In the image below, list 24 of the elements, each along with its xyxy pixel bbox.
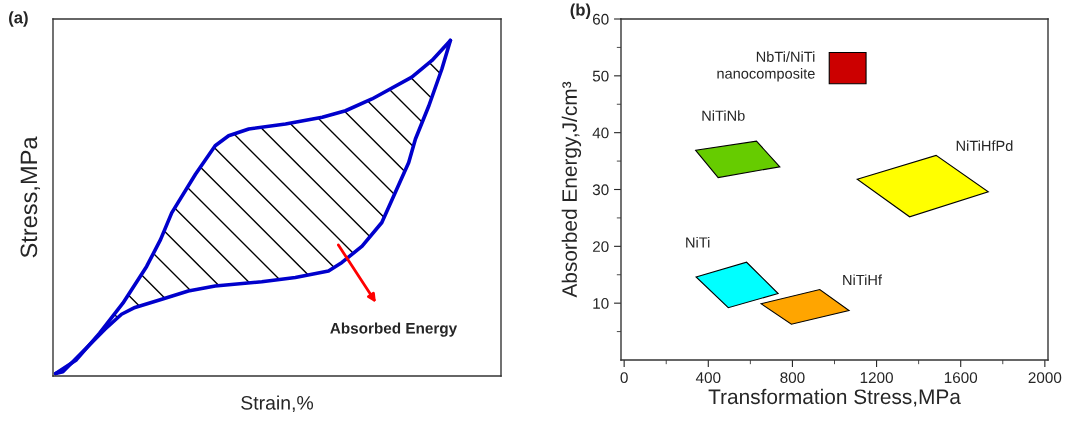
x-tick-label: 1200 — [860, 372, 893, 384]
x-tick-label: 1600 — [944, 372, 978, 384]
chart-title: (b) — [570, 3, 591, 19]
y-tick-label: 50 — [592, 70, 609, 82]
text: Absorbed Energy — [330, 322, 458, 337]
x-tick-label: 800 — [780, 372, 805, 384]
y-tick-label: 60 — [592, 13, 609, 25]
text: Strain,% — [241, 395, 314, 413]
y-tick-label: 10 — [593, 298, 609, 309]
x-tick-label: 2000 — [1028, 372, 1062, 384]
x-axis-title: Transformation Stress,MPa — [708, 388, 961, 407]
series-label: NbTi/NiTi nanocomposite — [717, 51, 815, 82]
y-tick-label: 40 — [592, 127, 609, 139]
x-tick-label: 400 — [695, 372, 721, 384]
series-label: NiTi — [686, 236, 710, 248]
x-tick-label: 0 — [620, 372, 628, 384]
series-label: NiTiNb — [702, 110, 745, 121]
text: (a) — [9, 11, 28, 27]
series-label: NiTiHfPd — [956, 140, 1013, 151]
y-tick-label: 20 — [592, 241, 609, 253]
y-tick-label: 30 — [592, 184, 609, 196]
text: Stress,MPa — [20, 136, 41, 258]
series-label: NiTiHf — [843, 274, 882, 285]
y-axis-title: Absorbed Energy,J/cm³ — [561, 81, 582, 298]
